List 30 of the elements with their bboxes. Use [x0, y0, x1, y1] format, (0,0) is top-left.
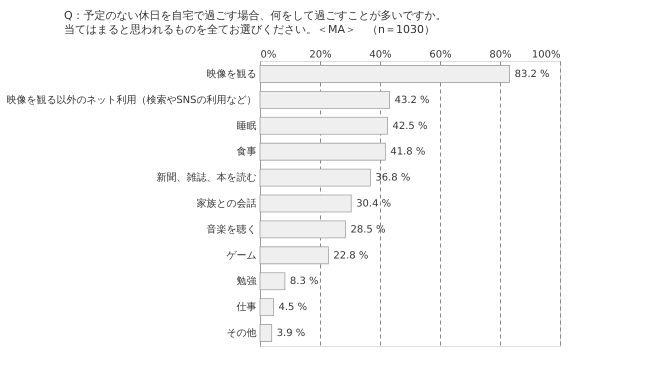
- y-tick-label: 家族との会話: [196, 198, 256, 210]
- x-tick-label: 80%: [489, 50, 512, 60]
- y-tick-label: 勉強: [236, 275, 256, 288]
- x-tick-label: 0%: [260, 50, 276, 60]
- y-tick-label: 映像を観る: [206, 68, 256, 80]
- data-label: 42.5 %: [392, 120, 428, 132]
- data-label: 36.8 %: [375, 172, 410, 184]
- chart-subtitle: 当てはまると思われるものを全てお選びください。＜MA＞ （n＝1030）: [64, 23, 435, 36]
- data-label: 30.4 %: [356, 198, 392, 210]
- x-tick-label: 20%: [309, 50, 332, 60]
- data-label: 43.2 %: [394, 94, 430, 106]
- y-tick-label: ゲーム: [226, 250, 256, 262]
- data-label: 28.5 %: [350, 224, 386, 236]
- data-label: 41.8 %: [390, 146, 426, 158]
- y-tick-label: 食事: [236, 146, 256, 158]
- y-tick-label: 仕事: [236, 301, 256, 314]
- x-tick-label: 100%: [532, 50, 560, 60]
- x-tick-label: 40%: [369, 50, 392, 60]
- data-label: 3.9 %: [276, 328, 306, 340]
- chart-title: Q：予定のない休日を自宅で過ごす場合、何をして過ごすことが多いですか。: [64, 9, 447, 22]
- y-tick-label: その他: [226, 327, 256, 340]
- data-label: 22.8 %: [333, 250, 368, 262]
- y-tick-label: 睡眠: [236, 120, 256, 132]
- y-tick-label: 映像を観る以外のネット利用（検索やSNSの利用など）: [6, 94, 256, 106]
- y-tick-label: 新聞、雑誌、本を読む: [156, 172, 256, 184]
- x-tick-label: 60%: [429, 50, 452, 60]
- data-label: 83.2 %: [514, 68, 550, 80]
- data-label: 8.3 %: [290, 276, 318, 288]
- y-tick-label: 音楽を聴く: [206, 223, 256, 236]
- data-label: 4.5 %: [278, 302, 308, 314]
